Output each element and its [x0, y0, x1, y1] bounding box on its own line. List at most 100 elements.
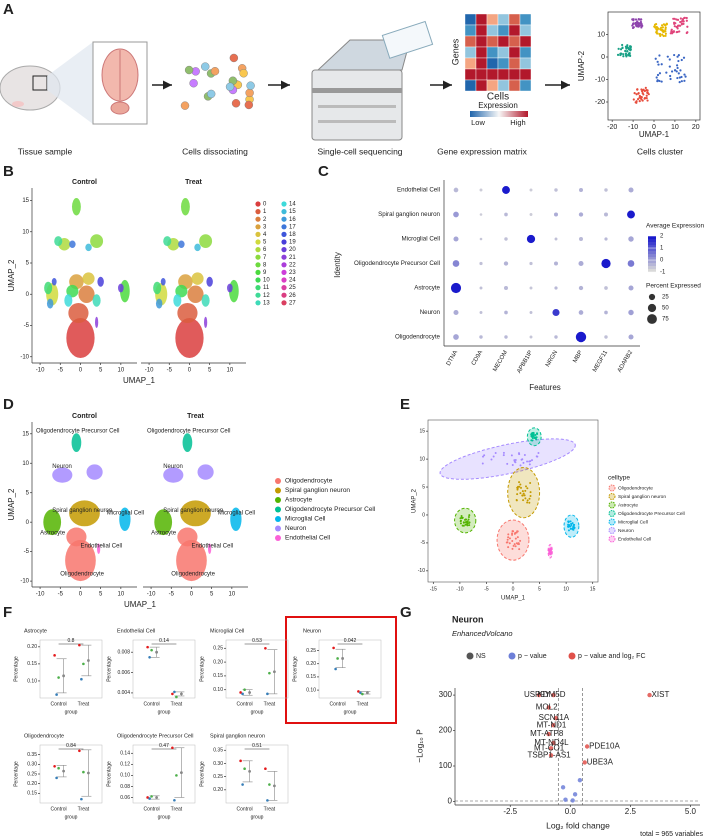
dot	[529, 335, 533, 339]
umap-dot	[676, 66, 679, 70]
cluster-blob	[92, 294, 101, 307]
data-point	[57, 676, 60, 679]
plot-title: Astrocyte	[24, 628, 47, 634]
legend-swatch	[255, 224, 261, 230]
cell-dot	[508, 542, 511, 545]
legend-label: Spiral ganglion neuron	[285, 487, 350, 494]
cluster-blob	[178, 240, 185, 248]
heat-cell	[497, 46, 510, 59]
celltype-region	[563, 514, 580, 538]
mean-point	[273, 670, 276, 674]
umap-dot	[624, 49, 627, 53]
cell-dot	[515, 498, 518, 501]
legend-swatch	[255, 262, 261, 268]
legend-label: 16	[289, 217, 296, 223]
data-point	[241, 692, 244, 696]
x-tick-label: 5	[208, 368, 212, 374]
umap-dot	[677, 72, 680, 75]
umap-dot	[668, 58, 671, 61]
dot	[453, 211, 459, 218]
legend-swatch	[281, 231, 287, 237]
x-tick-label: MEGF11	[592, 349, 609, 373]
cell-dot	[520, 486, 523, 489]
legend-swatch	[281, 201, 287, 207]
plot-title: Oligodendrocyte Precursor Cell	[117, 733, 193, 739]
cell-dot	[514, 531, 517, 534]
cluster-blob	[177, 527, 198, 547]
cluster-blob	[66, 318, 95, 358]
cell-dot	[517, 485, 520, 488]
x-axis-label: group	[158, 814, 171, 820]
dot	[453, 236, 459, 242]
legend-swatch	[255, 277, 261, 283]
x-axis-label: group	[251, 709, 264, 715]
cell-dot	[524, 489, 527, 492]
x-axis-label: Log₂ fold change	[546, 820, 610, 830]
heatmap	[464, 13, 532, 92]
y-tick-label: 15	[22, 431, 29, 437]
umap-dot	[629, 46, 632, 49]
step-label: Cells dissociating	[182, 146, 248, 156]
high-label: High	[510, 118, 525, 127]
y-tick-label: 0.30	[27, 762, 37, 768]
cluster-blob	[163, 467, 184, 483]
legend-label: 12	[263, 293, 270, 299]
umap-dot	[678, 76, 681, 79]
gene-point	[546, 705, 551, 710]
x-axis-label: group	[65, 814, 78, 820]
umap-dot	[675, 25, 678, 29]
x-tick-label: 0	[188, 368, 192, 374]
p-value: 0.14	[159, 638, 169, 644]
legend-label: 25	[289, 285, 296, 291]
cell-dot	[533, 436, 536, 439]
heat-cell	[464, 35, 477, 48]
umap-dot	[685, 16, 688, 20]
data-point	[146, 645, 149, 649]
step-label: Cells cluster	[637, 146, 683, 156]
mean-point	[62, 769, 65, 773]
dot	[628, 334, 634, 340]
p-value: 0.042	[344, 638, 357, 644]
umap-dot	[663, 23, 666, 26]
data-point	[243, 767, 246, 771]
dot	[453, 334, 459, 340]
panel-label: E	[400, 396, 410, 413]
x-tick-label: Treat	[171, 701, 183, 707]
dot	[479, 311, 483, 314]
cluster-blob	[180, 500, 211, 527]
umap-dot	[678, 80, 681, 84]
legend-label: 22	[289, 262, 296, 268]
x-axis-label: UMAP_1	[123, 376, 156, 385]
legend-label: Neuron	[285, 525, 307, 532]
dot	[554, 188, 558, 192]
umap-dot	[646, 91, 649, 95]
heat-cell	[508, 13, 521, 26]
y-tick-label: Endothelial Cell	[397, 187, 440, 194]
umap-dot	[620, 52, 623, 55]
umap-dot	[664, 34, 667, 37]
legend-tick: 0	[660, 258, 664, 264]
cell-dot	[519, 483, 522, 486]
umap-dot	[659, 34, 662, 37]
cell-dot	[461, 524, 464, 527]
legend-label: Oligodendrocyte	[618, 485, 653, 491]
umap-dot	[634, 101, 637, 104]
cluster-label: Oligodendrocyte Precursor Cell	[147, 428, 230, 434]
cell-dot	[511, 533, 514, 536]
umap-dot	[627, 52, 631, 55]
y-tick-label: 300	[439, 690, 453, 699]
color-step	[648, 263, 656, 267]
umap-dot	[643, 89, 646, 93]
p-value: 0.53	[252, 638, 262, 644]
cell-dot	[516, 488, 519, 491]
umap-dot	[638, 22, 641, 25]
legend-swatch	[281, 269, 287, 275]
umap-dot	[660, 24, 664, 27]
legend-swatch	[281, 247, 287, 253]
x-tick-label: -5	[169, 592, 175, 598]
cell-dot	[464, 518, 467, 521]
x-tick-label: 10	[563, 586, 569, 592]
y-tick-label: 0.008	[117, 650, 130, 656]
dot	[553, 212, 559, 217]
